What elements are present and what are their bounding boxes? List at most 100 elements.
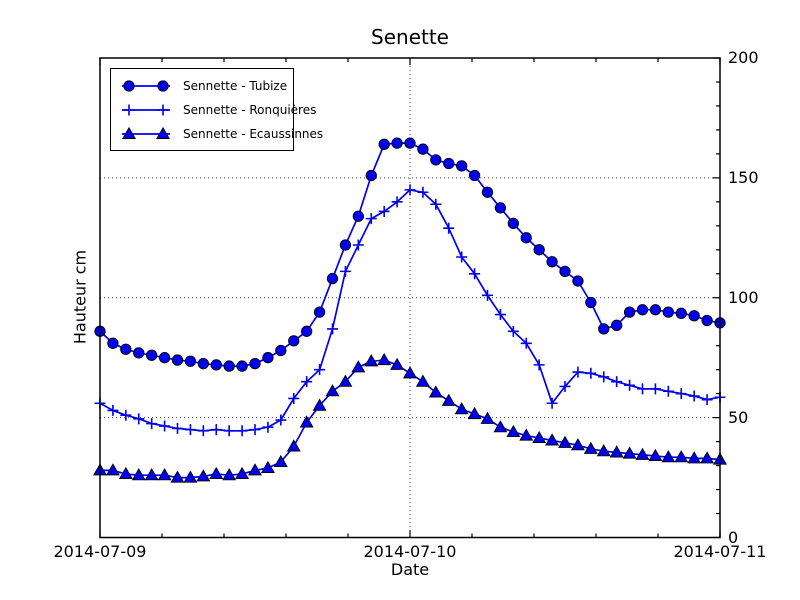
circle-marker xyxy=(546,256,558,268)
circle-marker xyxy=(339,239,352,251)
plus-marker xyxy=(223,425,235,437)
circle-marker xyxy=(236,360,248,372)
plus-marker xyxy=(572,366,584,378)
triangle-marker xyxy=(532,430,547,444)
circle-marker xyxy=(598,323,610,335)
circle-marker xyxy=(456,160,468,172)
triangle-marker xyxy=(196,469,211,482)
plus-marker xyxy=(701,394,713,406)
legend-sample-plus xyxy=(122,104,170,116)
triangle-marker xyxy=(144,468,159,481)
circle-marker xyxy=(223,360,235,372)
plus-marker xyxy=(417,186,429,198)
circle-marker xyxy=(662,306,674,318)
circle-marker xyxy=(443,157,455,170)
y-tick-label: 0 xyxy=(728,527,739,547)
circle-marker xyxy=(365,169,377,182)
triangle-marker xyxy=(687,451,702,464)
circle-marker xyxy=(636,304,649,316)
circle-marker xyxy=(649,304,662,316)
triangle-marker xyxy=(674,450,689,463)
triangle-marker xyxy=(700,451,715,464)
circle-marker xyxy=(146,349,158,361)
triangle-marker xyxy=(454,402,469,415)
plus-marker xyxy=(482,289,493,301)
legend-entry-2: Sennette - Ecaussinnes xyxy=(111,122,323,146)
plus-marker xyxy=(327,323,338,335)
circle-marker xyxy=(468,169,481,182)
circle-marker xyxy=(585,296,597,309)
plus-marker xyxy=(210,424,222,436)
triangle-marker xyxy=(390,357,405,370)
triangle-marker xyxy=(622,446,637,459)
triangle-marker xyxy=(403,366,417,379)
plus-marker xyxy=(236,425,248,437)
plus-marker xyxy=(456,251,468,263)
plus-marker xyxy=(611,376,623,388)
series-2 xyxy=(93,352,727,483)
circle-marker xyxy=(507,217,519,230)
plus-marker xyxy=(107,404,119,416)
x-tick-label: 2014-07-10 xyxy=(363,542,457,561)
plus-marker xyxy=(585,367,597,379)
x-axis-label: Date xyxy=(390,560,430,579)
legend-label: Sennette - Ecaussinnes xyxy=(183,127,324,141)
triangle-marker xyxy=(493,420,508,433)
triangle-marker xyxy=(338,374,353,387)
plus-marker xyxy=(157,104,169,116)
plus-marker xyxy=(365,213,377,225)
plus-marker xyxy=(404,184,416,196)
x-tick-label: 2014-07-11 xyxy=(673,542,767,561)
triangle-marker xyxy=(351,360,366,373)
triangle-marker xyxy=(570,438,585,451)
triangle-marker xyxy=(519,428,534,441)
circle-marker xyxy=(210,359,222,371)
plus-marker xyxy=(507,325,519,337)
triangle-marker xyxy=(545,433,560,446)
plus-marker xyxy=(559,380,571,392)
plus-marker xyxy=(662,385,674,397)
triangle-marker xyxy=(325,384,340,397)
plus-marker xyxy=(391,196,403,208)
circle-marker xyxy=(301,325,313,337)
triangle-marker xyxy=(299,415,314,428)
triangle-marker xyxy=(118,466,133,480)
plus-marker xyxy=(197,425,209,437)
plus-marker xyxy=(339,265,351,277)
circle-marker xyxy=(197,358,209,370)
plus-marker xyxy=(123,104,135,116)
legend-sample-triangle-up xyxy=(122,126,170,140)
circle-marker xyxy=(275,344,287,357)
circle-marker xyxy=(157,80,169,92)
triangle-marker xyxy=(506,424,521,438)
plus-marker xyxy=(675,388,687,400)
triangle-marker xyxy=(170,470,185,483)
plus-marker xyxy=(649,383,661,395)
circle-marker xyxy=(417,143,429,155)
triangle-marker xyxy=(222,468,237,481)
circle-marker xyxy=(675,307,687,319)
legend-label: Sennette - Tubize xyxy=(183,79,288,93)
triangle-marker xyxy=(415,374,430,387)
circle-marker xyxy=(481,186,494,198)
triangle-marker xyxy=(156,126,170,140)
triangle-marker xyxy=(648,448,663,462)
triangle-marker xyxy=(157,468,172,481)
triangle-marker xyxy=(131,468,146,481)
plus-marker xyxy=(637,383,648,395)
triangle-marker xyxy=(105,463,120,476)
circle-marker xyxy=(352,210,364,222)
circle-marker xyxy=(158,352,171,364)
plus-marker xyxy=(520,337,532,349)
plus-marker xyxy=(624,379,636,391)
circle-marker xyxy=(288,335,300,347)
triangle-marker xyxy=(467,406,482,420)
triangle-marker xyxy=(312,398,327,411)
plus-marker xyxy=(172,422,183,434)
legend-entry-1: Sennette - Ronquières xyxy=(111,98,316,122)
y-tick-label: 150 xyxy=(728,167,759,187)
legend-sample-circle xyxy=(122,80,170,92)
plus-marker xyxy=(275,414,287,426)
